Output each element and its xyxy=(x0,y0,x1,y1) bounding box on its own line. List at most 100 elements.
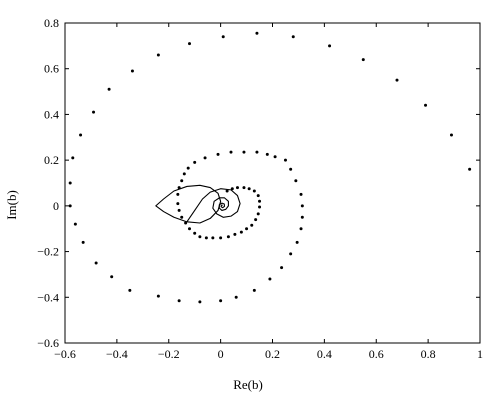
data-point xyxy=(258,205,262,209)
data-point xyxy=(247,187,251,191)
data-point xyxy=(110,275,114,279)
data-point xyxy=(226,235,230,239)
data-point xyxy=(300,204,304,208)
data-point xyxy=(230,187,234,191)
data-point xyxy=(221,35,225,39)
data-point xyxy=(328,44,332,48)
data-point xyxy=(242,150,246,154)
x-tick-label: 1 xyxy=(477,347,483,361)
data-point xyxy=(180,179,184,183)
data-point xyxy=(299,227,303,231)
y-tick-label: −0.6 xyxy=(37,336,59,350)
data-point xyxy=(193,231,197,235)
data-point xyxy=(229,150,233,154)
data-point xyxy=(233,232,237,236)
data-point xyxy=(184,221,188,225)
x-tick-label: 0 xyxy=(218,347,224,361)
data-point xyxy=(255,31,259,35)
data-point xyxy=(289,167,293,171)
x-tick-label: −0.2 xyxy=(158,347,180,361)
data-point xyxy=(256,212,260,216)
data-point xyxy=(225,189,229,193)
data-point xyxy=(71,156,75,160)
data-point xyxy=(234,295,238,299)
data-point xyxy=(180,215,184,219)
x-tick-label: −0.6 xyxy=(54,347,76,361)
data-point xyxy=(361,58,365,62)
data-point xyxy=(280,266,284,270)
data-point xyxy=(73,222,77,226)
data-point xyxy=(300,215,304,219)
data-point xyxy=(94,261,98,265)
data-point xyxy=(235,186,239,190)
x-tick-label: −0.4 xyxy=(106,347,128,361)
data-point xyxy=(255,150,259,154)
data-point xyxy=(176,202,180,206)
data-point xyxy=(188,227,191,231)
data-point xyxy=(252,288,256,292)
data-point xyxy=(424,103,428,107)
data-point xyxy=(176,192,180,196)
data-point xyxy=(211,236,215,240)
data-point xyxy=(188,42,191,46)
data-point xyxy=(216,152,220,156)
series-line xyxy=(155,184,222,224)
data-point xyxy=(219,236,223,240)
data-point xyxy=(395,78,399,82)
y-axis-label: Im(b) xyxy=(4,190,19,220)
x-tick-label: 0.4 xyxy=(317,347,332,361)
data-point xyxy=(182,172,186,176)
data-point xyxy=(193,160,197,164)
data-point xyxy=(81,240,85,244)
x-axis-label: Re(b) xyxy=(233,377,263,392)
data-point xyxy=(107,87,111,91)
data-point xyxy=(186,166,190,170)
data-point xyxy=(204,236,208,240)
data-point xyxy=(252,189,256,193)
data-point xyxy=(177,186,181,190)
x-tick-label: 0.8 xyxy=(421,347,436,361)
y-tick-label: 0.2 xyxy=(44,153,59,167)
data-point xyxy=(258,199,262,203)
data-point xyxy=(219,299,223,303)
y-tick-label: 0.4 xyxy=(44,107,59,121)
data-point xyxy=(130,69,134,73)
data-point xyxy=(156,294,160,298)
x-tick-label: 0.6 xyxy=(369,347,384,361)
data-point xyxy=(256,194,260,198)
y-tick-label: −0.4 xyxy=(37,290,59,304)
data-point xyxy=(289,252,293,256)
data-point xyxy=(265,152,269,156)
data-point xyxy=(283,158,287,162)
data-point xyxy=(177,299,181,303)
data-point xyxy=(68,204,72,208)
data-point xyxy=(156,53,160,57)
data-point xyxy=(299,192,303,196)
data-point xyxy=(198,300,202,304)
data-point xyxy=(254,218,258,222)
data-point xyxy=(92,110,96,114)
data-point xyxy=(203,156,207,160)
data-point xyxy=(468,167,472,171)
data-point xyxy=(242,186,246,190)
data-point xyxy=(245,227,249,231)
data-point xyxy=(198,235,202,239)
data-point xyxy=(79,133,83,137)
data-point xyxy=(128,288,132,292)
series-line xyxy=(186,188,241,223)
data-point xyxy=(268,277,272,281)
plot-layer xyxy=(68,31,472,304)
data-point xyxy=(273,155,277,159)
data-point xyxy=(68,181,72,185)
x-tick-label: 0.2 xyxy=(265,347,280,361)
data-point xyxy=(295,240,299,244)
data-point xyxy=(449,133,453,137)
data-point xyxy=(239,230,243,234)
y-tick-label: 0 xyxy=(53,199,59,213)
axes-layer: −0.6 −0.4 −0.2 0 0.2 0.4 0.6 0.8 1 −0.6 −0.4 −0.2 0 0… xyxy=(37,16,483,361)
data-point xyxy=(250,223,254,227)
y-tick-label: 0.6 xyxy=(44,62,59,76)
data-point xyxy=(294,179,298,183)
